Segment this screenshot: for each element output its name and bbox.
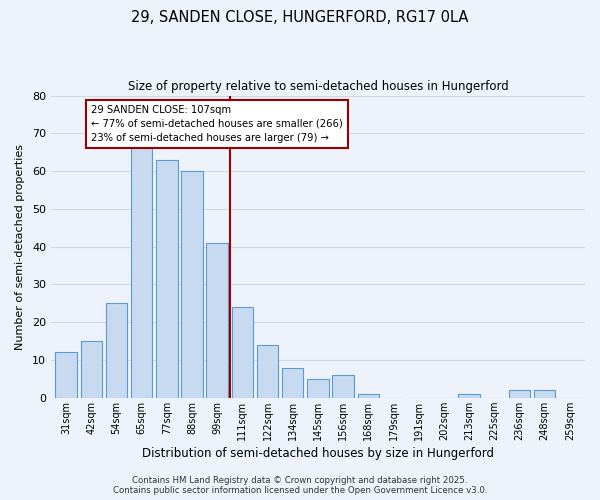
- Title: Size of property relative to semi-detached houses in Hungerford: Size of property relative to semi-detach…: [128, 80, 508, 93]
- Bar: [458, 394, 480, 398]
- Bar: [232, 307, 253, 398]
- Bar: [181, 171, 203, 398]
- Bar: [156, 160, 178, 398]
- Y-axis label: Number of semi-detached properties: Number of semi-detached properties: [15, 144, 25, 350]
- Text: 29, SANDEN CLOSE, HUNGERFORD, RG17 0LA: 29, SANDEN CLOSE, HUNGERFORD, RG17 0LA: [131, 10, 469, 25]
- Bar: [206, 243, 228, 398]
- Bar: [106, 304, 127, 398]
- X-axis label: Distribution of semi-detached houses by size in Hungerford: Distribution of semi-detached houses by …: [142, 447, 494, 460]
- Bar: [307, 379, 329, 398]
- Bar: [131, 148, 152, 398]
- Text: 29 SANDEN CLOSE: 107sqm
← 77% of semi-detached houses are smaller (266)
23% of s: 29 SANDEN CLOSE: 107sqm ← 77% of semi-de…: [91, 105, 343, 143]
- Bar: [332, 375, 354, 398]
- Bar: [358, 394, 379, 398]
- Bar: [509, 390, 530, 398]
- Bar: [282, 368, 304, 398]
- Bar: [257, 345, 278, 398]
- Bar: [534, 390, 556, 398]
- Bar: [55, 352, 77, 398]
- Text: Contains HM Land Registry data © Crown copyright and database right 2025.
Contai: Contains HM Land Registry data © Crown c…: [113, 476, 487, 495]
- Bar: [80, 341, 102, 398]
